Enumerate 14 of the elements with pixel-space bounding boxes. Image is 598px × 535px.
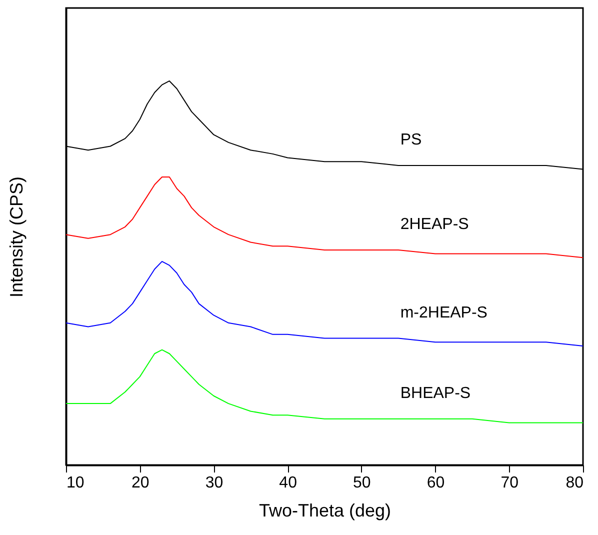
- x-tick-label: 30: [205, 474, 224, 492]
- y-axis-title: Intensity (CPS): [6, 176, 26, 298]
- x-tick-label: 40: [279, 474, 298, 492]
- x-tick-label: 20: [131, 474, 150, 492]
- x-tick-label: 80: [566, 474, 584, 492]
- x-tick-label: 10: [66, 474, 84, 492]
- series-label: BHEAP-S: [400, 384, 471, 402]
- x-tick-label: 70: [500, 474, 519, 492]
- x-tick-label: 50: [353, 474, 371, 492]
- series-label: 2HEAP-S: [400, 216, 469, 233]
- series-label: m-2HEAP-S: [400, 304, 488, 322]
- series-label: PS: [400, 131, 422, 148]
- x-tick-label: 60: [426, 474, 445, 492]
- x-axis-title: Two-Theta (deg): [258, 500, 392, 520]
